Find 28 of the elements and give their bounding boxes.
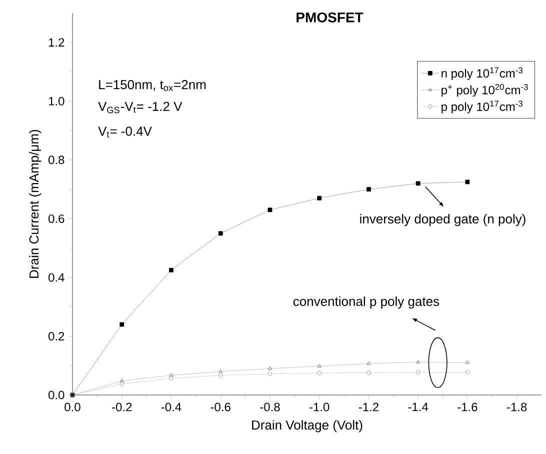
x-tick-label: -0.6 <box>210 402 230 412</box>
x-tick-label: -1.4 <box>408 402 428 412</box>
x-tick-label: -1.8 <box>507 402 527 412</box>
y-tick-label: 0.6 <box>48 214 64 223</box>
legend-label: p poly 10$^{17}$cm$^{-3}$ <box>442 100 522 114</box>
y-tick-label: 1.2 <box>48 38 64 47</box>
y-axis-title: Drain Current (mAmp/μm) <box>29 130 42 278</box>
x-tick-label: 0.0 <box>64 402 80 412</box>
y-tick-label: 0.8 <box>48 156 64 164</box>
annotation: V$_{GS}$-V$_{t}$= -1.2 V <box>98 102 182 114</box>
x-tick-label: -0.8 <box>260 402 280 412</box>
annotation: V$_{t}$= -0.4V <box>98 126 152 138</box>
y-tick-label: 1.0 <box>48 96 64 106</box>
y-tick-label: 0.4 <box>48 273 64 282</box>
x-tick-label: -0.2 <box>112 402 132 412</box>
x-axis-title: Drain Voltage (Volt) <box>252 420 362 432</box>
annotation: conventional p poly gates <box>293 296 440 309</box>
x-tick-label: -1.6 <box>458 402 478 412</box>
y-tick-label: 0.2 <box>48 332 64 340</box>
annotation: inversely doped gate (n poly) <box>360 214 526 226</box>
legend-label: n poly 10$^{17}$cm$^{-3}$ <box>442 67 522 80</box>
x-tick-label: -1.0 <box>310 402 330 412</box>
x-tick-label: -0.4 <box>161 402 182 412</box>
x-tick-label: -1.2 <box>358 402 378 412</box>
y-tick-label: 0.0 <box>48 390 64 400</box>
legend-label: p$^{+}$ poly 10$^{20}$cm$^{-3}$ <box>442 84 528 97</box>
annotation: L=150nm, t$_{ox}$=2nm <box>99 80 206 92</box>
chart-title: PMOSFET <box>296 12 364 22</box>
